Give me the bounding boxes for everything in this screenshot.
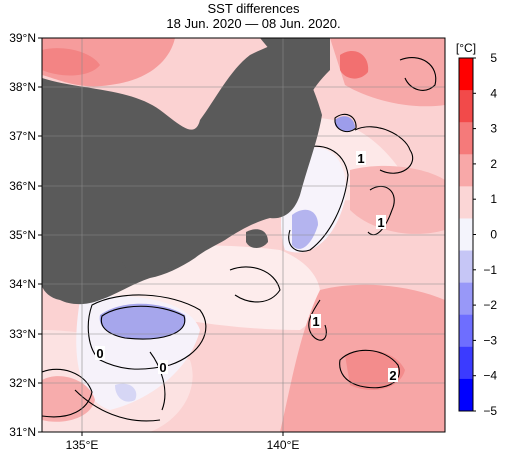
colorbar-unit: [°C] <box>456 41 476 55</box>
colorbar-cell <box>459 282 473 316</box>
colorbar-tick-label: 3 <box>490 122 497 136</box>
colorbar-tick-label: −3 <box>483 333 497 347</box>
contour-label: 2 <box>389 368 396 383</box>
colorbar-tick-label: 5 <box>490 51 497 65</box>
colorbar-tick-label: 4 <box>490 86 497 100</box>
colorbar-tick-label: 1 <box>490 192 497 206</box>
contour-label: 1 <box>312 314 319 329</box>
lat-label: 37°N <box>9 129 36 143</box>
colorbar-cell <box>459 346 473 380</box>
lat-label: 36°N <box>9 179 36 193</box>
lat-label: 32°N <box>9 376 36 390</box>
colorbar-cell <box>459 218 473 252</box>
lat-label: 34°N <box>9 277 36 291</box>
map-title: SST differences <box>207 1 300 16</box>
colorbar-tick-label: 2 <box>490 157 497 171</box>
lon-ticks <box>81 432 284 436</box>
lat-label: 39°N <box>9 31 36 45</box>
contour-label: 1 <box>377 215 384 230</box>
colorbar-cell <box>459 58 473 91</box>
colorbar-tick-label: −4 <box>483 369 497 383</box>
lat-labels: 39°N 38°N 37°N 36°N 35°N 34°N 33°N 32°N … <box>9 31 36 439</box>
colorbar-cell <box>459 186 473 219</box>
colorbar-tick-label: 0 <box>490 228 497 242</box>
colorbar-tick-label: −5 <box>483 404 497 418</box>
colorbar-cell <box>459 90 473 123</box>
map-subtitle: 18 Jun. 2020 — 08 Jun. 2020. <box>166 16 341 31</box>
colorbar-cell <box>459 250 473 284</box>
colorbar-tick-label: −2 <box>483 298 497 312</box>
lat-ticks <box>38 37 42 433</box>
lat-label: 35°N <box>9 228 36 242</box>
sst-field <box>42 38 445 432</box>
land-mass <box>42 38 322 305</box>
lat-label: 38°N <box>9 80 36 94</box>
colorbar-tick-label: −1 <box>483 263 497 277</box>
contour-label: 0 <box>159 360 166 375</box>
lon-label: 140°E <box>267 438 300 452</box>
contour-labels: 0 0 1 1 1 2 <box>95 151 398 383</box>
lon-labels: 135°E 140°E <box>66 438 300 452</box>
colorbar-cell <box>459 154 473 187</box>
colorbar-cell <box>459 314 473 348</box>
colorbar-cell <box>459 378 473 412</box>
colorbar: [°C] 5 4 3 2 1 0 −1 −2 −3 −4 −5 <box>456 41 497 418</box>
lat-label: 33°N <box>9 327 36 341</box>
graticule <box>42 38 445 432</box>
lon-label: 135°E <box>66 438 99 452</box>
colorbar-cell <box>459 122 473 155</box>
contour-label: 0 <box>96 346 103 361</box>
contour-label: 1 <box>357 151 364 166</box>
lat-label: 31°N <box>9 425 36 439</box>
